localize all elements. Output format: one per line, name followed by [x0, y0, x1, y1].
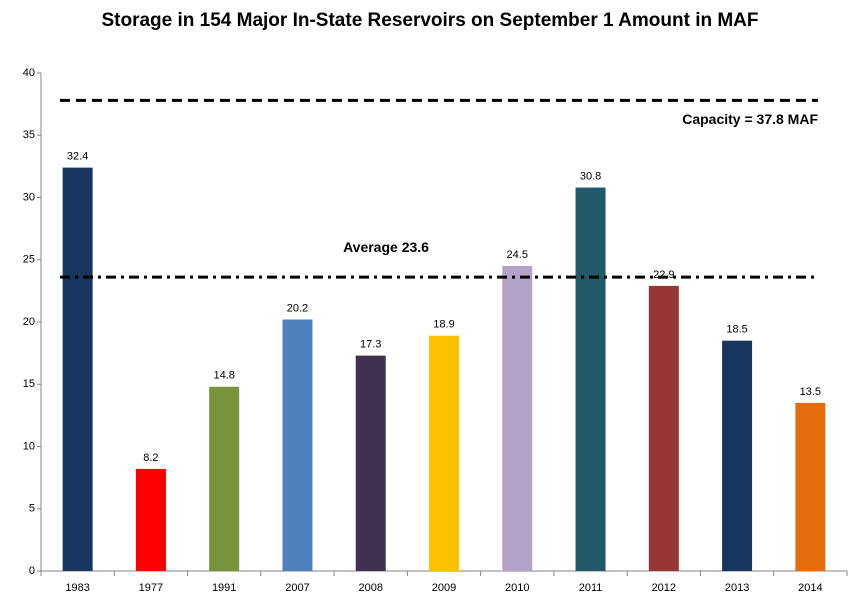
- data-label: 30.8: [580, 170, 601, 182]
- x-tick-label: 1991: [212, 582, 236, 594]
- bar: [722, 340, 753, 571]
- y-tick-label: 25: [23, 254, 35, 266]
- data-label: 20.2: [287, 302, 308, 314]
- x-tick-label: 2007: [285, 582, 309, 594]
- y-tick-label: 10: [23, 440, 35, 452]
- x-tick-label: 1977: [139, 582, 163, 594]
- bar: [62, 167, 93, 571]
- bar: [502, 265, 533, 571]
- x-tick-label: 2014: [798, 582, 822, 594]
- bar: [648, 285, 679, 571]
- chart-title: Storage in 154 Major In-State Reservoirs…: [101, 10, 759, 31]
- reference-label: Capacity = 37.8 MAF: [682, 111, 818, 127]
- bar: [209, 386, 240, 571]
- reference-label: Average 23.6: [343, 239, 429, 255]
- x-tick-label: 2008: [358, 582, 382, 594]
- bar: [282, 319, 313, 571]
- bar: [575, 187, 606, 572]
- x-tick-label: 2010: [505, 582, 529, 594]
- bar: [355, 355, 386, 571]
- x-tick-label: 2011: [579, 582, 603, 594]
- data-label: 18.5: [726, 324, 747, 336]
- data-label: 32.4: [67, 151, 88, 163]
- bar: [135, 468, 166, 571]
- x-tick-label: 1983: [65, 582, 89, 594]
- y-tick-label: 40: [23, 67, 35, 79]
- data-label: 8.2: [143, 452, 158, 464]
- data-label: 17.3: [360, 339, 381, 351]
- x-tick-label: 2013: [725, 582, 749, 594]
- y-tick-label: 0: [29, 565, 35, 577]
- data-label: 13.5: [800, 386, 821, 398]
- y-tick-label: 35: [23, 129, 35, 141]
- data-label: 18.9: [433, 319, 454, 331]
- data-label: 14.8: [213, 370, 234, 382]
- bar: [795, 402, 826, 571]
- bar: [429, 335, 459, 571]
- y-tick-label: 5: [29, 503, 35, 515]
- x-tick-label: 2009: [432, 582, 456, 594]
- y-tick-label: 15: [23, 378, 35, 390]
- y-tick-label: 20: [23, 316, 35, 328]
- data-label: 22.9: [653, 269, 674, 281]
- data-label: 24.5: [507, 249, 528, 261]
- x-tick-label: 2012: [652, 582, 676, 594]
- y-tick-label: 30: [23, 191, 35, 203]
